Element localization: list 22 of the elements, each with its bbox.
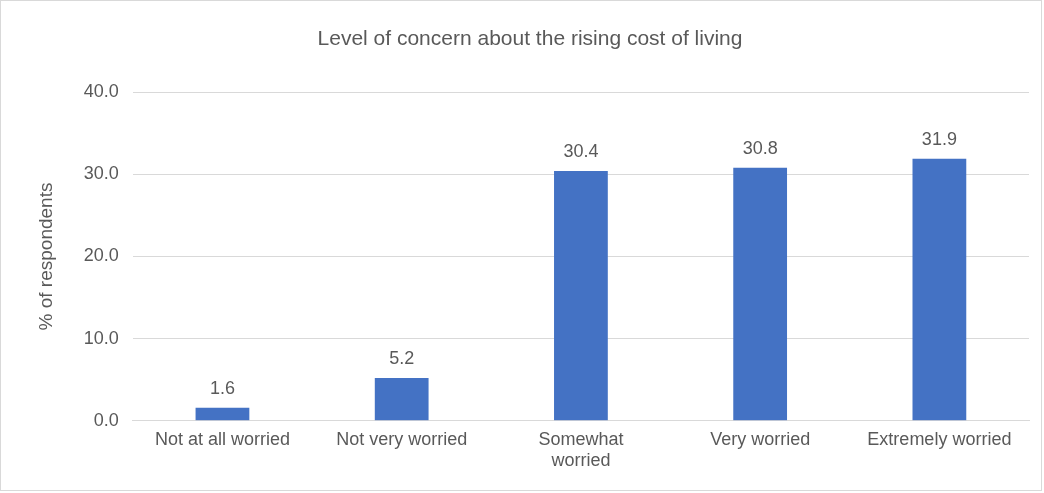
bar bbox=[733, 167, 788, 421]
data-label: 1.6 bbox=[209, 377, 235, 398]
chart-title: Level of concern about the rising cost of living bbox=[317, 26, 743, 50]
y-tick-label: 20.0 bbox=[83, 245, 119, 266]
y-tick-label: 40.0 bbox=[83, 81, 119, 102]
y-axis-title: % of respondents bbox=[34, 182, 56, 331]
data-label: 30.8 bbox=[742, 137, 778, 158]
bar bbox=[195, 407, 250, 421]
data-label: 5.2 bbox=[389, 348, 415, 369]
bar bbox=[374, 378, 429, 421]
x-tick-label: Extremely worried bbox=[867, 428, 1012, 449]
data-label: 31.9 bbox=[921, 128, 957, 149]
bar bbox=[554, 171, 608, 421]
bar bbox=[912, 158, 967, 421]
y-tick-label: 0.0 bbox=[93, 409, 119, 430]
y-tick-label: 30.0 bbox=[83, 163, 119, 184]
x-tick-label: Very worried bbox=[710, 428, 811, 449]
x-tick-label: Not very worried bbox=[336, 428, 468, 449]
data-label: 30.4 bbox=[563, 141, 599, 162]
x-tick-label: Somewhat worried bbox=[538, 428, 624, 471]
x-tick-label: Not at all worried bbox=[154, 428, 290, 449]
y-tick-label: 10.0 bbox=[83, 327, 119, 348]
